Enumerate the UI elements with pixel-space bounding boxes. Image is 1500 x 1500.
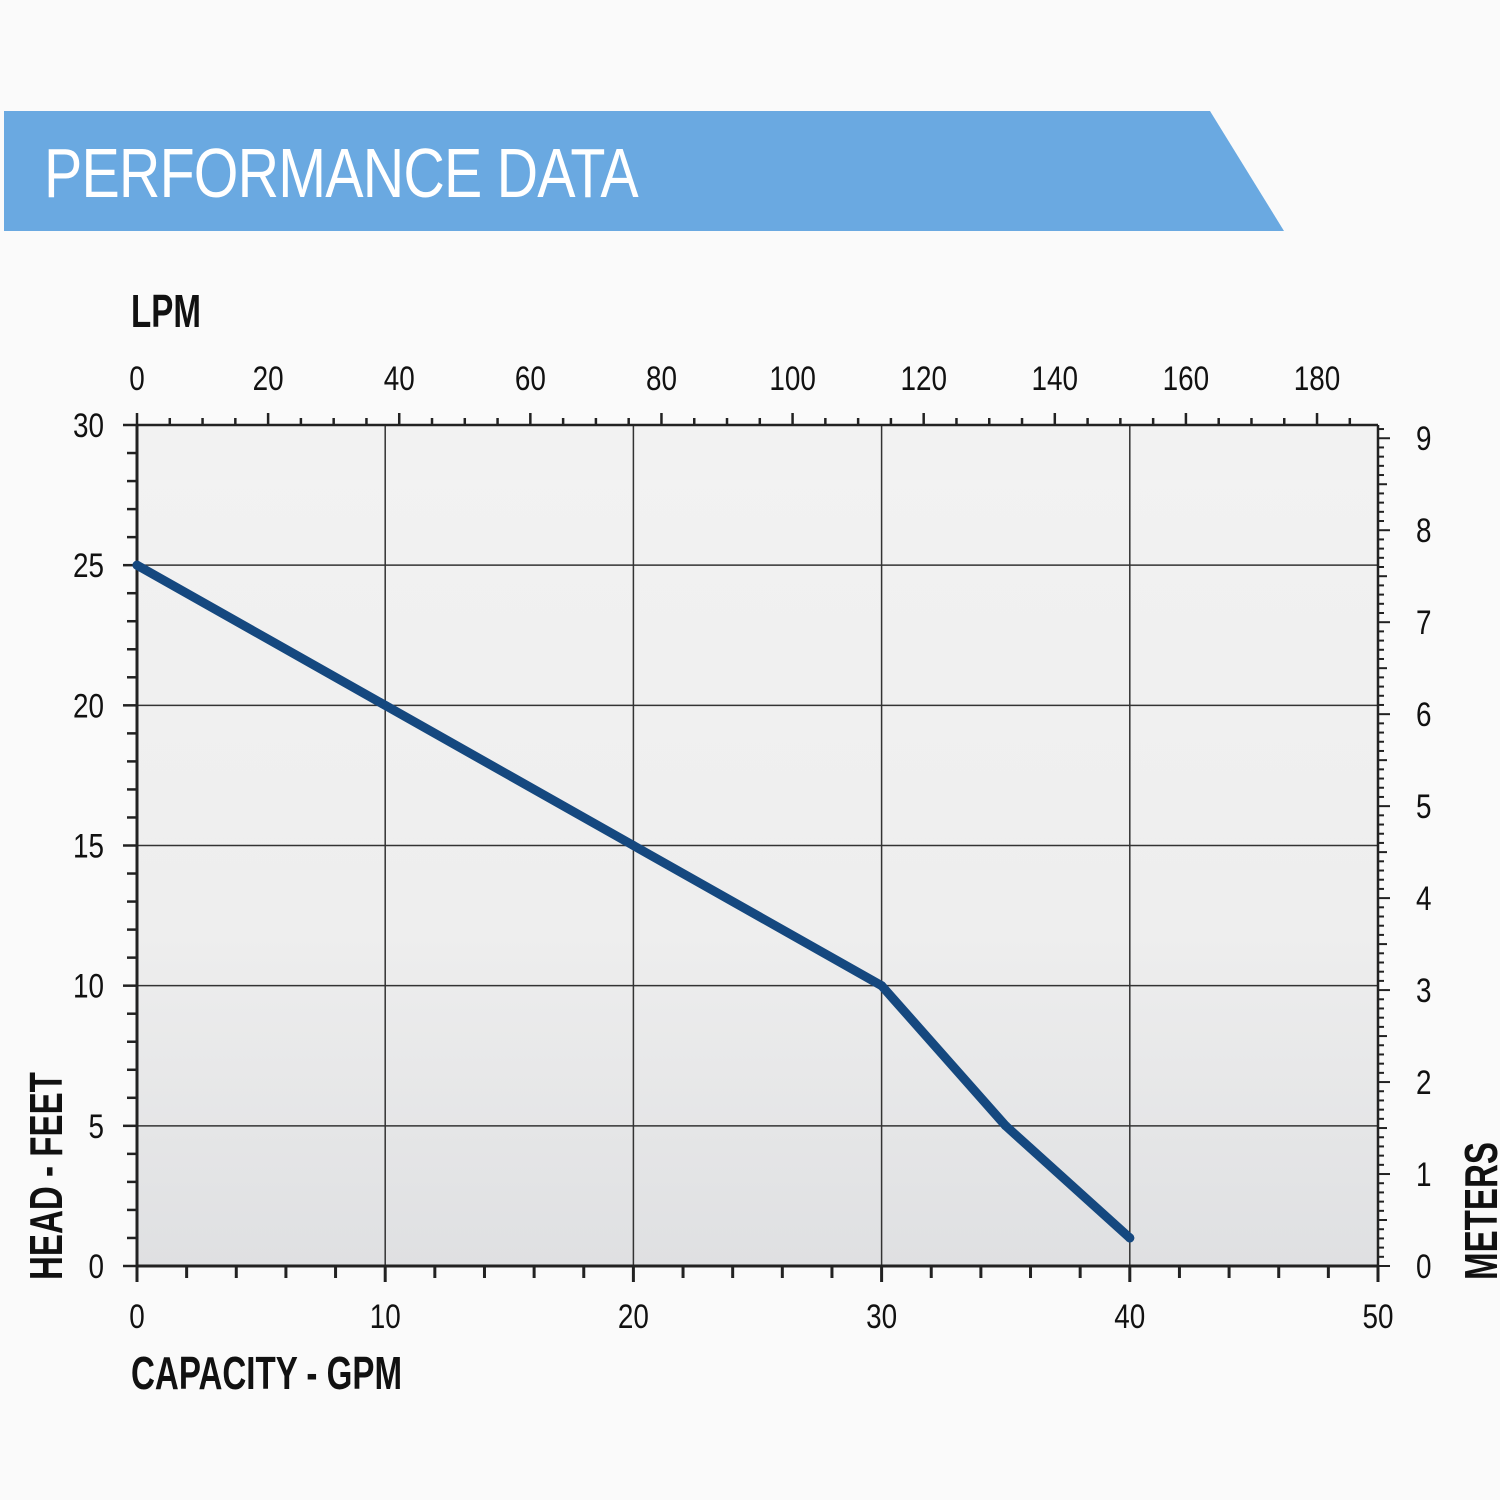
x2-tick-label: 80 — [646, 359, 677, 397]
x2-tick-label: 0 — [129, 359, 145, 397]
x-tick-label-group: 0 — [129, 1297, 145, 1335]
y2-tick-label: 4 — [1416, 879, 1432, 917]
y-tick-label-group: 20 — [73, 687, 104, 725]
page-title: PERFORMANCE DATA — [44, 134, 639, 212]
y-tick-label-group: 0 — [88, 1247, 104, 1285]
x2-tick-label-group: 20 — [253, 359, 284, 397]
y-tick-label-group: 30 — [73, 406, 104, 444]
x2-tick-label: 40 — [384, 359, 415, 397]
y-tick-label: 30 — [73, 406, 104, 444]
x-tick-label: 30 — [866, 1297, 897, 1335]
x2-tick-label: 120 — [900, 359, 947, 397]
x-axis-title-group: CAPACITY - GPM — [131, 1349, 402, 1399]
y-tick-label: 15 — [73, 827, 104, 865]
y2-tick-label: 8 — [1416, 512, 1432, 550]
x2-axis-title: LPM — [131, 287, 201, 337]
x-tick-label-group: 50 — [1362, 1297, 1393, 1335]
x2-tick-label-group: 120 — [900, 359, 947, 397]
y2-tick-label: 6 — [1416, 696, 1432, 734]
y-axis-title: HEAD - FEET — [22, 1072, 72, 1280]
x2-tick-label: 180 — [1294, 359, 1341, 397]
y2-tick-label-group: 5 — [1416, 788, 1432, 826]
x-tick-label: 20 — [618, 1297, 649, 1335]
y-tick-label-group: 15 — [73, 827, 104, 865]
x2-tick-label-group: 60 — [515, 359, 546, 397]
y2-tick-label-group: 3 — [1416, 971, 1432, 1009]
series-line — [132, 560, 1135, 1243]
x-tick-label: 0 — [129, 1297, 145, 1335]
x-tick-label: 10 — [370, 1297, 401, 1335]
y-axis-title-group: HEAD - FEET — [22, 1072, 72, 1280]
y2-axis-title: METERS — [1457, 1142, 1500, 1280]
y2-tick-label-group: 9 — [1416, 420, 1432, 458]
x-tick-label-group: 30 — [866, 1297, 897, 1335]
x-tick-label: 50 — [1362, 1297, 1393, 1335]
x2-tick-label: 100 — [769, 359, 816, 397]
x2-tick-label: 20 — [253, 359, 284, 397]
x-tick-label-group: 10 — [370, 1297, 401, 1335]
x-axis-title: CAPACITY - GPM — [131, 1349, 402, 1399]
y2-tick-label: 9 — [1416, 420, 1432, 458]
x2-tick-label: 160 — [1163, 359, 1210, 397]
y-tick-label: 25 — [73, 547, 104, 585]
y2-tick-label: 1 — [1416, 1155, 1432, 1193]
y2-tick-label: 7 — [1416, 604, 1432, 642]
x2-tick-label-group: 180 — [1294, 359, 1341, 397]
y-tick-label: 0 — [88, 1247, 104, 1285]
x2-tick-label-group: 40 — [384, 359, 415, 397]
y2-tick-label-group: 2 — [1416, 1063, 1432, 1101]
y2-tick-label-group: 4 — [1416, 879, 1432, 917]
x-tick-label: 40 — [1114, 1297, 1145, 1335]
x2-tick-label-group: 160 — [1163, 359, 1210, 397]
x2-tick-label: 140 — [1032, 359, 1079, 397]
y2-tick-label: 0 — [1416, 1247, 1432, 1285]
y-tick-label-group: 25 — [73, 547, 104, 585]
x2-tick-label-group: 80 — [646, 359, 677, 397]
data-point — [1125, 1233, 1135, 1243]
data-point — [877, 981, 887, 991]
y2-tick-label: 5 — [1416, 788, 1432, 826]
y2-tick-label-group: 8 — [1416, 512, 1432, 550]
data-point — [380, 700, 390, 710]
y2-tick-label: 2 — [1416, 1063, 1432, 1101]
x-tick-label-group: 40 — [1114, 1297, 1145, 1335]
y2-axis-title-group: METERS — [1457, 1142, 1500, 1280]
y-tick-label-group: 5 — [88, 1107, 104, 1145]
x2-tick-label-group: 140 — [1032, 359, 1079, 397]
data-point — [628, 841, 638, 850]
y-tick-label: 5 — [88, 1107, 104, 1145]
header-banner: PERFORMANCE DATA — [0, 0, 1500, 260]
y2-tick-label-group: 0 — [1416, 1247, 1432, 1285]
data-point — [1001, 1121, 1011, 1131]
y-tick-label: 20 — [73, 687, 104, 725]
x2-tick-label: 60 — [515, 359, 546, 397]
y2-tick-label-group: 6 — [1416, 696, 1432, 734]
banner-shape — [4, 111, 1284, 231]
x2-tick-label-group: 0 — [129, 359, 145, 397]
data-point — [132, 560, 142, 570]
x2-tick-label-group: 100 — [769, 359, 816, 397]
x-tick-label-group: 20 — [618, 1297, 649, 1335]
y-tick-label: 10 — [73, 967, 104, 1005]
x2-axis-title-group: LPM — [131, 287, 201, 337]
y2-tick-label-group: 7 — [1416, 604, 1432, 642]
y2-tick-label: 3 — [1416, 971, 1432, 1009]
y-tick-label-group: 10 — [73, 967, 104, 1005]
y2-tick-label-group: 1 — [1416, 1155, 1432, 1193]
